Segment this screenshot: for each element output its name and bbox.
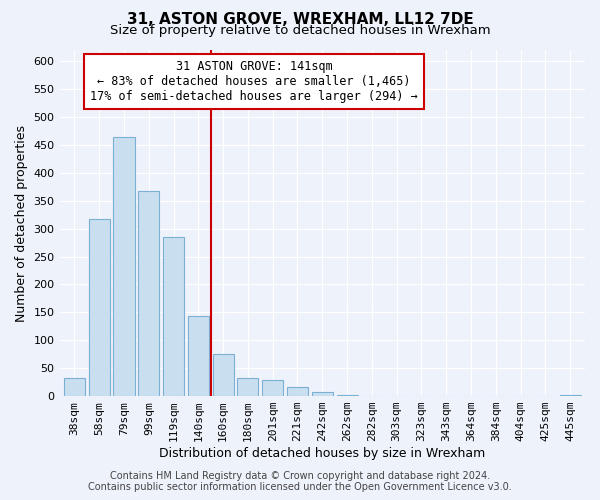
Bar — [238, 378, 259, 396]
Bar — [312, 392, 333, 396]
Bar — [262, 380, 283, 396]
Bar — [337, 395, 358, 396]
Bar — [89, 219, 110, 396]
Y-axis label: Number of detached properties: Number of detached properties — [15, 124, 28, 322]
Bar — [560, 395, 581, 396]
Bar — [188, 316, 209, 396]
Bar — [287, 386, 308, 396]
Bar — [138, 191, 160, 396]
Bar — [113, 136, 134, 396]
Bar — [163, 237, 184, 396]
X-axis label: Distribution of detached houses by size in Wrexham: Distribution of detached houses by size … — [159, 447, 485, 460]
Bar — [212, 354, 233, 396]
Bar — [64, 378, 85, 396]
Text: Contains HM Land Registry data © Crown copyright and database right 2024.
Contai: Contains HM Land Registry data © Crown c… — [88, 471, 512, 492]
Text: Size of property relative to detached houses in Wrexham: Size of property relative to detached ho… — [110, 24, 490, 37]
Text: 31 ASTON GROVE: 141sqm
← 83% of detached houses are smaller (1,465)
17% of semi-: 31 ASTON GROVE: 141sqm ← 83% of detached… — [90, 60, 418, 104]
Text: 31, ASTON GROVE, WREXHAM, LL12 7DE: 31, ASTON GROVE, WREXHAM, LL12 7DE — [127, 12, 473, 28]
